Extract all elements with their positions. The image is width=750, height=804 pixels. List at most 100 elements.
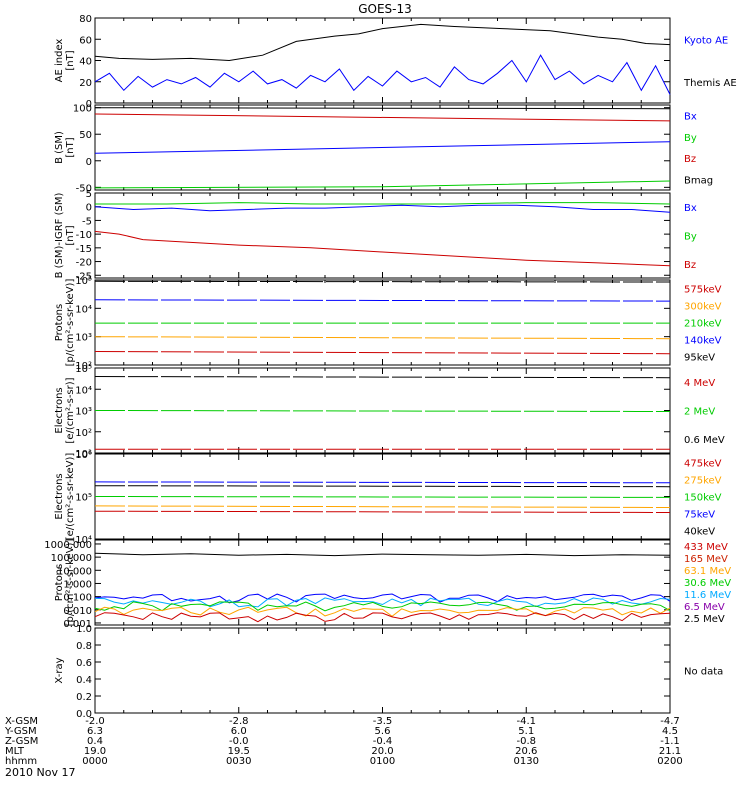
footer-value: -4.1 (516, 716, 536, 727)
y-tick-label: 0.0 (76, 709, 92, 720)
legend-label: 475keV (684, 459, 722, 470)
y-tick-label: 50 (79, 130, 92, 141)
series-line (94, 204, 671, 213)
series-line (94, 230, 671, 267)
legend-label: 40keV (684, 527, 715, 538)
series-line (94, 351, 671, 355)
chart-title: GOES-13 (358, 2, 412, 16)
series-line (94, 505, 671, 508)
y-axis-label: [e/(cm²-s-sr)] (65, 377, 76, 443)
footer-value: 20.6 (515, 746, 537, 757)
footer-value: -0.0 (229, 736, 249, 747)
y-tick-label: 10⁶ (75, 450, 92, 461)
panel-frame (94, 539, 671, 626)
footer-row-label: MLT (5, 746, 25, 757)
legend-label: 210keV (684, 319, 722, 330)
series-line (94, 54, 671, 95)
legend-label: 75keV (684, 510, 715, 521)
legend-label: Bx (684, 203, 697, 214)
footer-value: -2.0 (85, 716, 105, 727)
y-tick-label: -5 (82, 216, 92, 227)
y-tick-label: 10⁵ (75, 493, 92, 504)
series-line (95, 202, 671, 205)
y-axis-label: B (SM) (54, 131, 65, 164)
panel-6: 1000.000 100.000 10.000 1.000 0.100 0.010 0.00… (44, 539, 731, 630)
y-tick-label: 100.000 (51, 553, 92, 564)
footer-value: 0.4 (87, 736, 103, 747)
series-line (94, 593, 671, 604)
y-tick-label: 1.000 (63, 579, 92, 590)
series-line (94, 496, 671, 498)
series-line (94, 141, 671, 154)
y-axis-label: B (SM)-IGRF (SM) (54, 193, 65, 279)
y-tick-label: 10³ (75, 407, 92, 418)
footer-value: 0130 (514, 756, 539, 767)
legend-label: 140keV (684, 336, 722, 347)
y-axis-label: [p/(cm²-s-sr-keV)] (65, 539, 76, 627)
y-tick-label: 20 (79, 78, 92, 89)
y-tick-label: 0.8 (76, 641, 92, 652)
footer-row-label: X-GSM (5, 716, 38, 727)
footer-value: 4.5 (662, 726, 678, 737)
footer-value: 20.0 (371, 746, 393, 757)
series-line (94, 485, 671, 488)
footer-value: 19.5 (228, 746, 250, 757)
legend-label: Bz (684, 154, 696, 165)
y-tick-label: 10¹ (75, 449, 92, 460)
legend-label: Bmag (684, 175, 713, 186)
panel-3: 10² 10³ 10⁴ 10⁵ Protons [p/(cm²-s-sr-keV)] 575… (54, 276, 722, 372)
y-tick-label: 10⁵ (75, 276, 92, 287)
no-data-note: No data (684, 667, 723, 678)
panel-1: 100 50 0 -50 B (SM) [nT] Bx By Bz Bmag (54, 104, 713, 195)
panel-5: 10⁴ 10⁵ 10⁶ Electrons [e/(cm²-s-sr-keV)] 475k… (54, 450, 722, 546)
legend-label: 433 MeV (684, 542, 728, 553)
legend-label: Bz (684, 260, 696, 271)
y-tick-label: 10³ (75, 333, 92, 344)
date-label: 2010 Nov 17 (5, 766, 75, 779)
series-line (94, 510, 671, 513)
panel-4: 10¹ 10² 10³ 10⁴ 10⁵ Electrons [e/(cm²-s-sr)] 4 … (54, 364, 725, 460)
y-tick-label: 10² (75, 361, 92, 372)
footer-value: 0030 (226, 756, 251, 767)
y-tick-label: 10² (75, 428, 92, 439)
y-tick-label: 10⁴ (75, 385, 92, 396)
y-tick-label: 60 (79, 35, 92, 46)
panel-frame (94, 17, 671, 104)
y-tick-label: 0 (86, 157, 92, 168)
y-tick-label: 10⁴ (75, 304, 92, 315)
footer-value: 6.3 (87, 726, 103, 737)
y-axis-label: AE index (54, 39, 65, 83)
panel-0: 80 60 40 20 0 AE index [nT] Kyoto AE Themis AE (54, 14, 737, 110)
footer-row-label: hhmm (5, 756, 37, 767)
legend-label: 30.6 MeV (684, 578, 731, 589)
series-line (94, 597, 671, 608)
legend-label: By (684, 232, 697, 243)
footer-value: 5.6 (375, 726, 391, 737)
y-tick-label: 1.0 (76, 624, 92, 635)
series-line (94, 552, 671, 557)
series-line (94, 612, 671, 623)
footer-value: -4.7 (660, 716, 680, 727)
y-tick-label: -25 (76, 271, 92, 282)
y-axis-label: Protons (54, 304, 65, 341)
y-tick-label: -10 (76, 230, 92, 241)
series-line (94, 107, 671, 110)
y-tick-label: 10.000 (57, 566, 92, 577)
legend-label: Bx (684, 112, 697, 123)
y-axis-label: [nT] (65, 225, 76, 245)
legend-label: 4 MeV (684, 378, 715, 389)
series-line (94, 113, 671, 122)
y-tick-label: 0.010 (63, 606, 92, 617)
y-axis-label: Protons (54, 564, 65, 601)
series-line (94, 299, 671, 302)
y-tick-label: 0 (86, 99, 92, 110)
footer-value: -3.5 (373, 716, 393, 727)
footer-row-label: Z-GSM (5, 736, 38, 747)
series-line (94, 601, 671, 612)
legend-label: 2 MeV (684, 407, 715, 418)
y-tick-label: 10⁵ (75, 364, 92, 375)
footer-value: -1.1 (660, 736, 680, 747)
footer-value: 6.0 (231, 726, 247, 737)
